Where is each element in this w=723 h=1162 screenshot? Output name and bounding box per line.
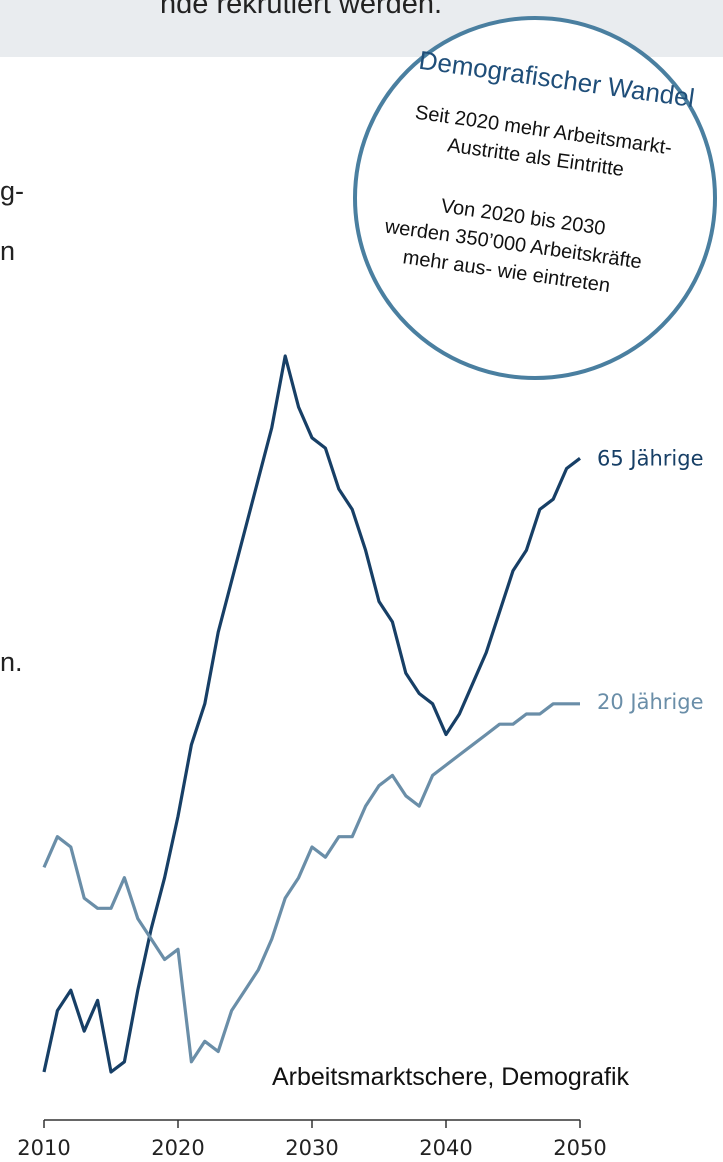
series-label-2: 20 Jährige (597, 690, 704, 714)
x-tick-label: 2020 (151, 1136, 204, 1160)
series-label-1: 65 Jährige (597, 446, 704, 470)
x-axis: 2010 2020 2030 2040 2050 (17, 1119, 607, 1160)
series-line-2 (42, 702, 580, 1064)
cut-text-2: n (0, 236, 16, 266)
x-tick-label: 2040 (419, 1136, 472, 1160)
callout-circle: Demografischer Wandel Seit 2020 mehr Arb… (353, 16, 717, 380)
x-tick-label: 2030 (285, 1136, 338, 1160)
cut-text-3: n. (0, 647, 23, 677)
x-tick-label: 2050 (553, 1136, 606, 1160)
x-tick-label: 2010 (17, 1136, 70, 1160)
plot-lines (42, 354, 581, 1074)
callout-circle-shape (353, 16, 717, 380)
series-line-1 (42, 354, 581, 1074)
cut-text-1: g- (0, 176, 25, 206)
banner-text: nde rekrutiert werden. (160, 0, 443, 20)
source-note: Arbeitsmarktschere, Demografik (272, 1063, 630, 1091)
series-labels: 65 Jährige 20 Jährige (597, 446, 704, 713)
